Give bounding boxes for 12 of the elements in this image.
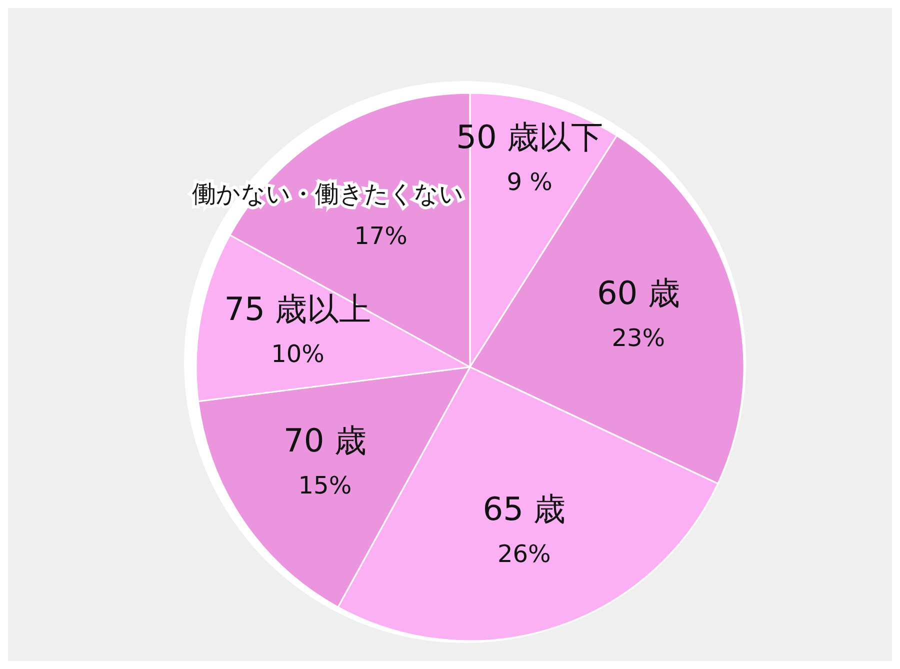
data-label: 23%: [612, 324, 666, 352]
data-label: 9 %: [506, 168, 552, 196]
data-label: 15%: [298, 472, 352, 500]
slice-label: 70 歳: [284, 422, 366, 460]
slice-label: 75 歳以上: [224, 290, 372, 328]
data-label: 26%: [498, 540, 551, 568]
data-label: 17%: [354, 222, 408, 250]
slice-label: 働かない・働きたくない: [192, 180, 464, 208]
slice-label: 50 歳以下: [456, 118, 604, 156]
slice-label: 65 歳: [482, 490, 566, 528]
slice-label: 60 歳: [596, 274, 680, 312]
data-label: 10%: [271, 340, 324, 368]
